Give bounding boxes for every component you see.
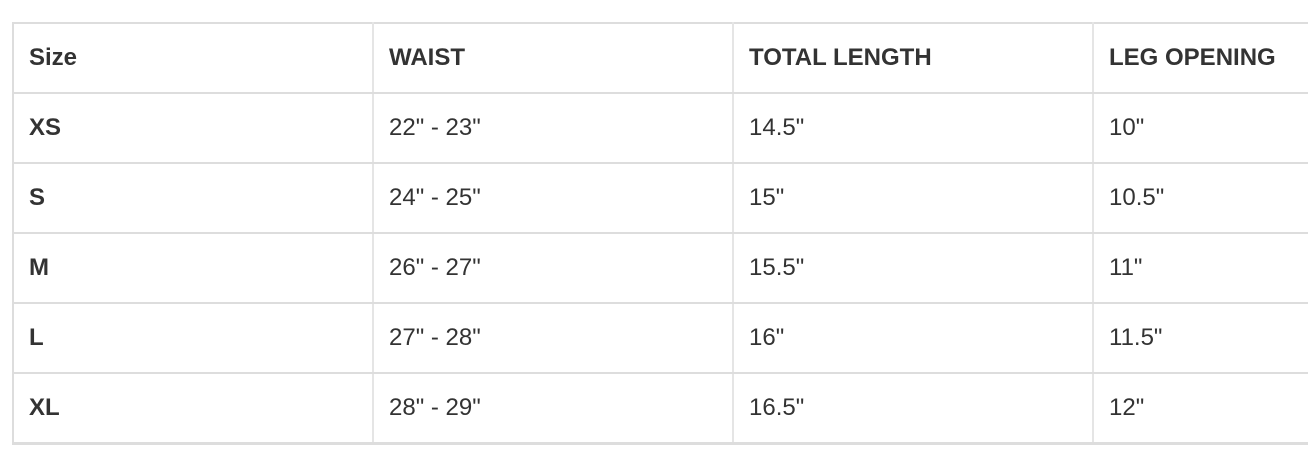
cell-waist: 24" - 25" [373, 163, 734, 234]
table-row: XL 28" - 29" 16.5" 12" [13, 373, 1308, 444]
header-row: Size WAIST TOTAL LENGTH LEG OPENING [13, 23, 1308, 94]
table-row: M 26" - 27" 15.5" 11" [13, 233, 1308, 304]
table-row: L 27" - 28" 16" 11.5" [13, 303, 1308, 374]
table-row: S 24" - 25" 15" 10.5" [13, 163, 1308, 234]
header-leg-opening: LEG OPENING [1093, 23, 1308, 94]
header-waist: WAIST [373, 23, 734, 94]
cell-size: XL [13, 373, 374, 444]
cell-total-length: 16.5" [733, 373, 1094, 444]
cell-size: S [13, 163, 374, 234]
cell-waist: 28" - 29" [373, 373, 734, 444]
cell-waist: 22" - 23" [373, 93, 734, 164]
cell-leg-opening: 10" [1093, 93, 1308, 164]
cell-total-length: 16" [733, 303, 1094, 374]
header-total-length: TOTAL LENGTH [733, 23, 1094, 94]
cell-waist: 27" - 28" [373, 303, 734, 374]
cell-leg-opening: 12" [1109, 394, 1145, 421]
cell-total-length: 15.5" [733, 233, 1094, 304]
cell-total-length: 14.5" [733, 93, 1094, 164]
cell-leg-opening: 11.5" [1093, 303, 1308, 374]
cell-total-length: 15" [733, 163, 1094, 234]
cell-size: L [13, 303, 374, 374]
table-row: XS 22" - 23" 14.5" 10" [13, 93, 1308, 164]
cell-size: M [13, 233, 374, 304]
size-chart-table: Size WAIST TOTAL LENGTH LEG OPENING XS 22… [12, 22, 1308, 445]
cell-waist: 26" - 27" [373, 233, 734, 304]
header-size: Size [13, 23, 374, 94]
cell-leg-opening: 11" [1093, 233, 1308, 304]
cell-size: XS [13, 93, 374, 164]
cell-leg-opening: 10.5" [1093, 163, 1308, 234]
